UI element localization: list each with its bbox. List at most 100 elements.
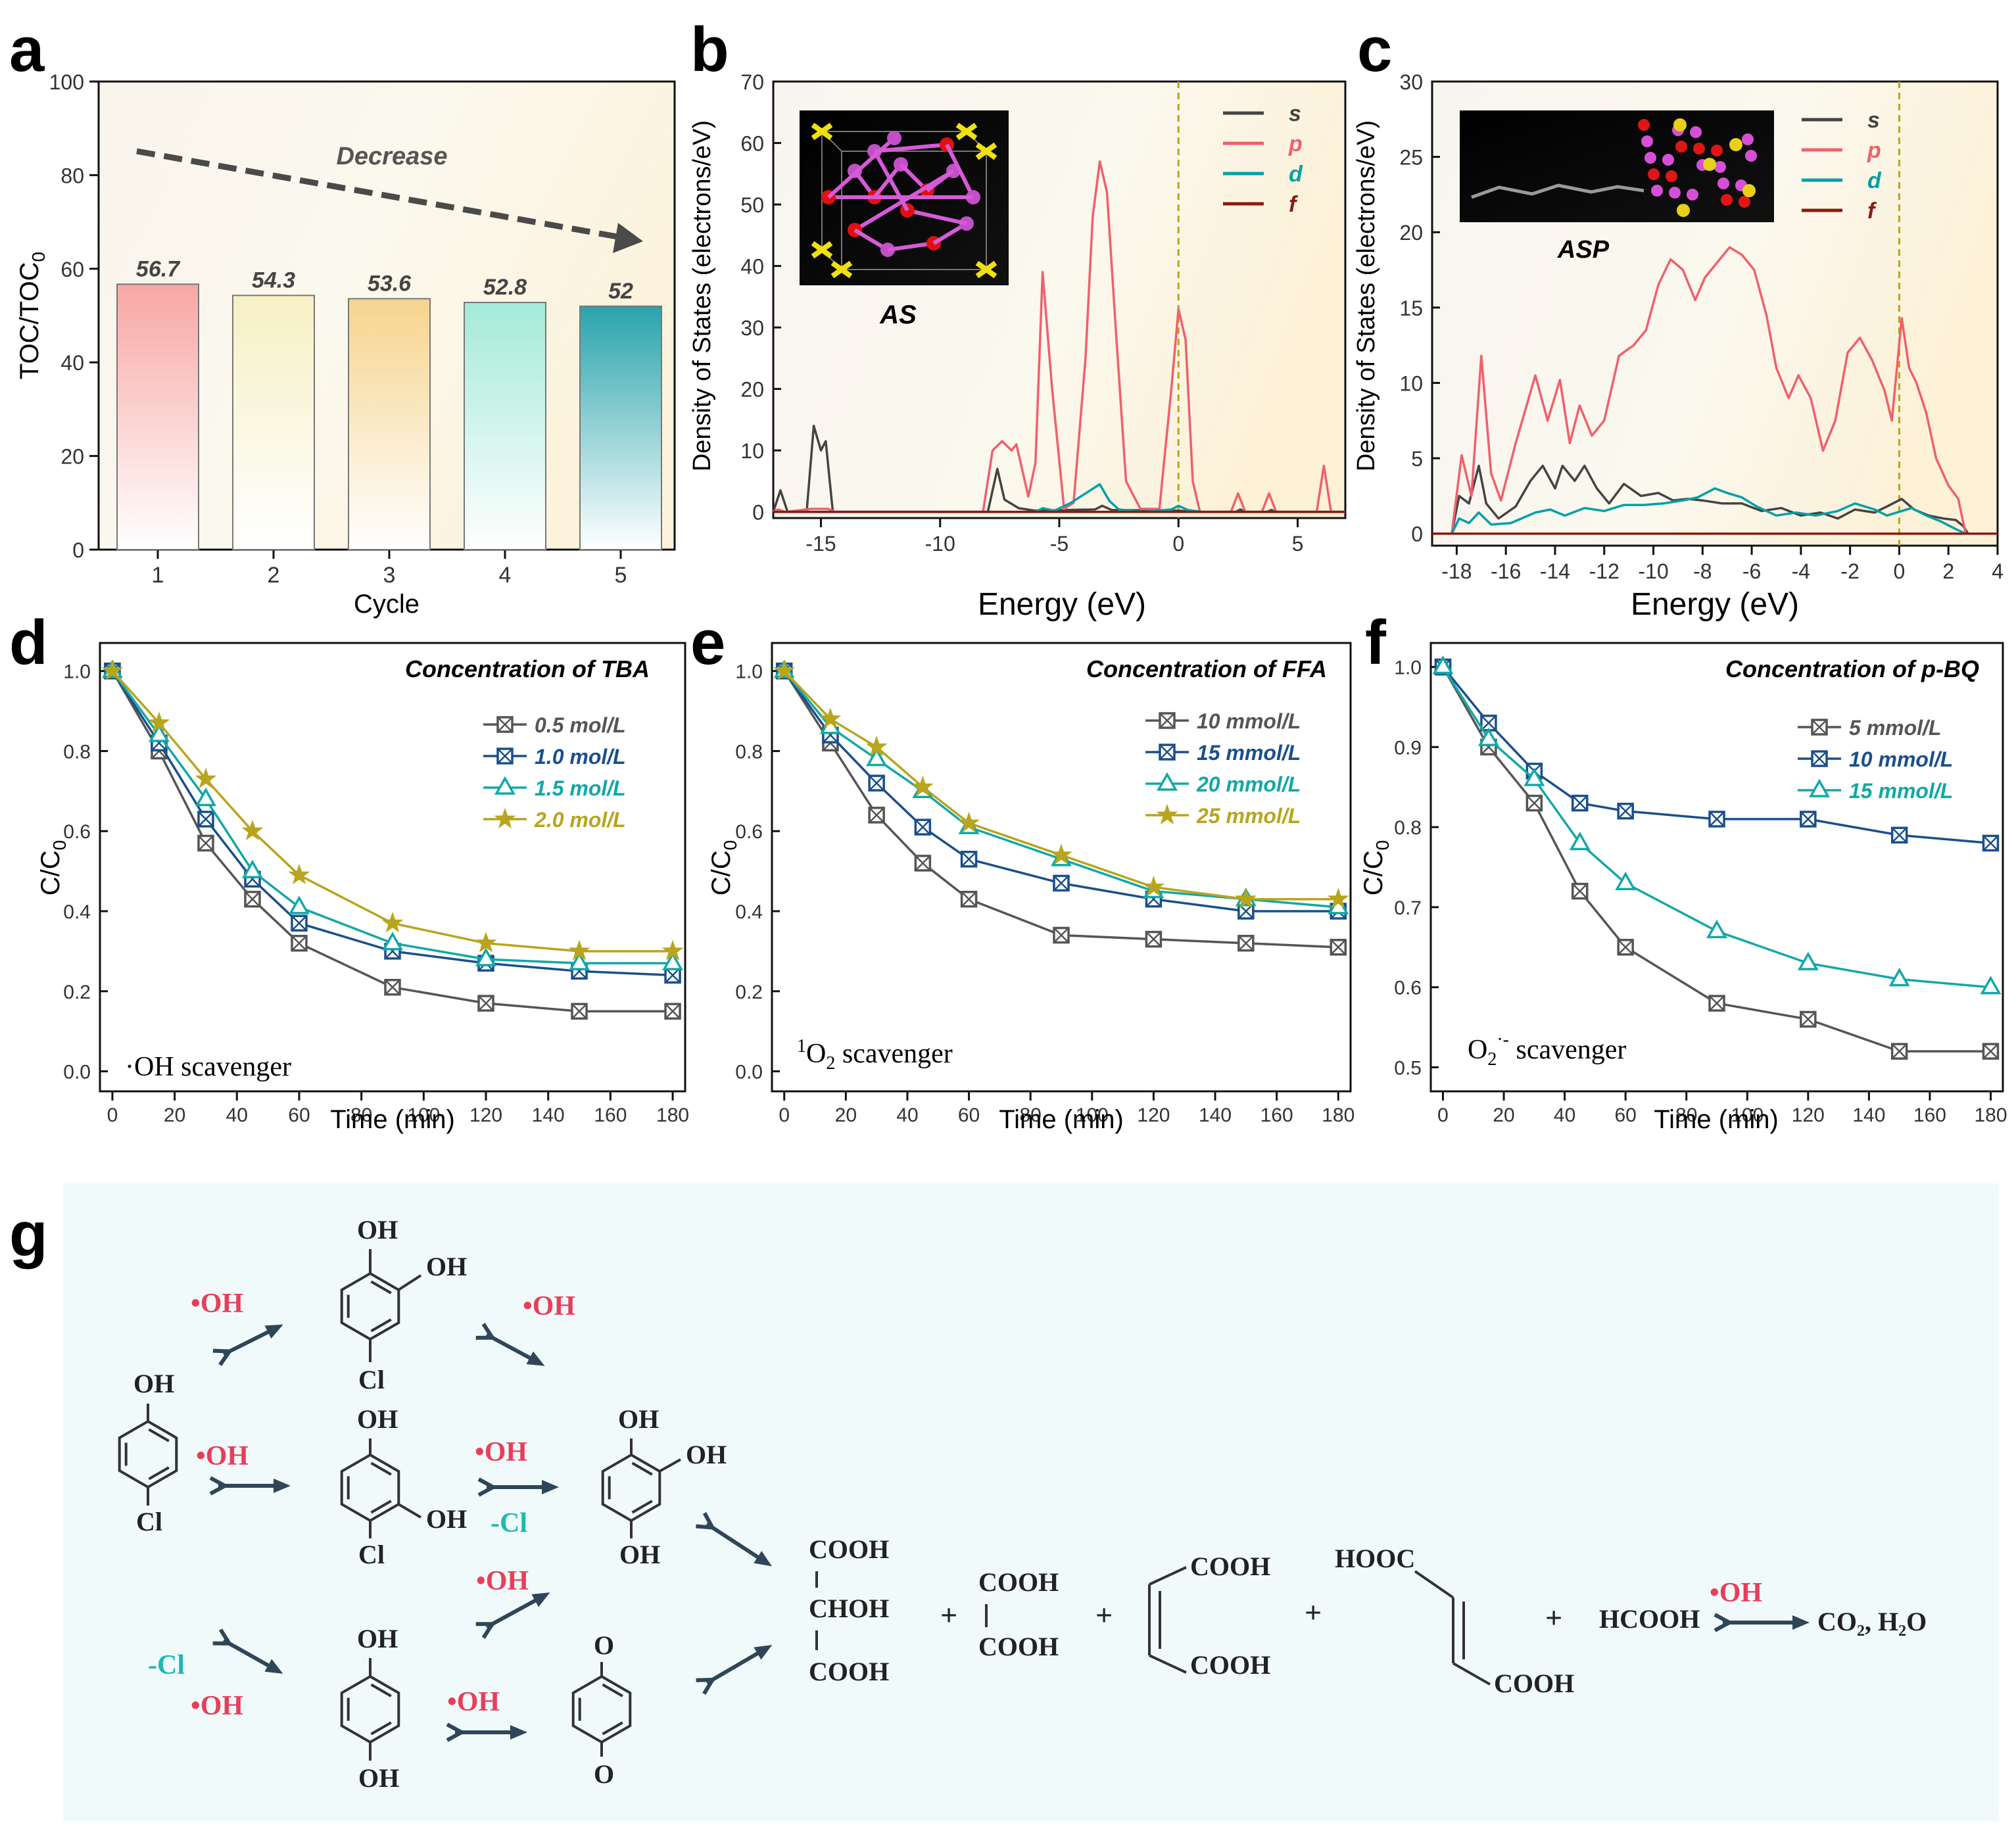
scheme-text: •OH (1710, 1578, 1762, 1608)
scheme-background (63, 1183, 1999, 1821)
marker-cross (1526, 795, 1543, 811)
chart-e: 0.0 0.2 0.4 0.6 0.8 1.0 0 20 40 60 80 100 120 140 160 1… (735, 659, 1355, 1126)
marker-cross (1618, 803, 1634, 819)
dos-line-d (1432, 487, 1998, 535)
marker-cross (1800, 811, 1816, 827)
panel-label-g: g (9, 1199, 48, 1269)
marker-star (148, 711, 170, 732)
double-bond (370, 1683, 392, 1697)
arrow-fletching (696, 1524, 713, 1530)
y-axis-label-d: C/C0 (36, 840, 70, 895)
atom (1662, 154, 1674, 166)
marker-cross (961, 851, 977, 867)
plot-area-d (99, 642, 686, 1093)
reaction-arrow (485, 1333, 539, 1364)
marker-cross (961, 891, 977, 907)
bond (945, 143, 975, 199)
bond (397, 1503, 422, 1519)
bars-a: 56.7 54.3 53.6 52.8 52 (116, 256, 662, 550)
arrow-head (526, 1351, 545, 1366)
marker-cross (665, 967, 681, 984)
marker-cross (1982, 835, 1999, 851)
marker-cross (291, 935, 307, 951)
bar-cycle-1 (116, 283, 199, 550)
double-bond (602, 1683, 623, 1697)
marker-cross (869, 807, 885, 823)
marker-cross (1053, 927, 1069, 943)
scheme-text: COOH (978, 1567, 1059, 1597)
marker-triangle (1706, 919, 1727, 939)
scheme-text: OH (426, 1252, 467, 1281)
atom (1669, 187, 1681, 199)
marker-star (1143, 876, 1164, 897)
panel-f: f 0.5 0.6 0.7 0.8 0.9 1.0 0 20 40 60 80 100 120 140 16… (1359, 607, 2007, 1134)
legend-label: 15 mmol/L (1197, 741, 1301, 765)
scheme-text: OH (686, 1440, 727, 1469)
arrow-fletching (477, 1485, 494, 1497)
legend-label-d: d (1867, 168, 1882, 193)
marker-cross (915, 819, 931, 835)
plot-area-f (1429, 642, 2004, 1093)
legend-label: 5 mmol/L (1849, 716, 1941, 740)
legend-label: 25 mmol/L (1196, 804, 1301, 828)
y-tick-label-b: 40 (740, 255, 764, 279)
bond (1149, 1654, 1187, 1674)
y-tick-label-e: 0.4 (735, 901, 763, 923)
atom-s (811, 241, 833, 259)
marker-triangle (1809, 778, 1830, 797)
arrow-fletching (1714, 1613, 1731, 1625)
scheme-text: -Cl (148, 1650, 185, 1680)
bar-value-label: 56.7 (136, 256, 181, 281)
marker-cross (198, 835, 214, 851)
x-tick-label-d: 0 (107, 1104, 118, 1126)
x-tick-label-e: 80 (1020, 1104, 1042, 1126)
marker-cross (245, 891, 260, 907)
y-tick-label-b: 10 (740, 439, 764, 463)
marker-star (1156, 803, 1178, 824)
x-tick-label-d: 60 (288, 1104, 310, 1126)
marker-cross (497, 748, 513, 764)
atom (1717, 178, 1729, 189)
scheme-text: + (940, 1598, 957, 1632)
scavenger-label-e: 1O2 scavenger (797, 1036, 953, 1074)
scheme-text: OH (618, 1404, 659, 1434)
scavenger-label-d: ·OH scavenger (125, 1052, 291, 1082)
x-tick-label-c: -14 (1540, 559, 1570, 583)
atom (1641, 135, 1653, 147)
scheme-text: Cl (358, 1540, 385, 1569)
marker-cross (869, 775, 885, 792)
y-tick-label-f: 1.0 (1394, 657, 1422, 679)
y-tick-label-c: 20 (1399, 221, 1423, 245)
marker-star (195, 767, 217, 789)
marker-triangle (1615, 871, 1637, 891)
marker-star (958, 811, 980, 833)
y-tick-label-c: 15 (1399, 297, 1423, 320)
x-tick-label-b: 5 (1292, 532, 1304, 556)
atom (1693, 143, 1705, 154)
x-tick-label-e: 180 (1322, 1104, 1355, 1126)
scheme-text: OH (426, 1504, 467, 1534)
marker-cross (665, 1003, 681, 1020)
atom-s (1677, 204, 1690, 217)
arrow-fletching (218, 1628, 231, 1645)
x-tick-label-f: 60 (1614, 1104, 1636, 1126)
y-tick-label-a: 20 (60, 445, 84, 469)
y-axis-a: 0 20 40 60 80 100 (49, 70, 99, 562)
scavenger-label-f: O2·- scavenger (1468, 1030, 1626, 1070)
scheme-text: CHOH (809, 1594, 889, 1623)
y-tick-label-d: 0.2 (63, 982, 91, 1003)
scheme-text: OH (357, 1624, 398, 1653)
marker-triangle (569, 951, 590, 970)
y-tick-label-e: 0.8 (735, 741, 763, 763)
arrow-fletching (446, 1730, 463, 1742)
x-tick-label-e: 60 (958, 1104, 980, 1126)
marker-star (819, 707, 842, 728)
x-tick-label-e: 40 (896, 1104, 918, 1126)
y-tick-label-f: 0.5 (1394, 1057, 1422, 1079)
x-tick-label-c: 0 (1894, 559, 1906, 583)
scheme-text: + (1095, 1598, 1113, 1632)
x-tick-label-f: 100 (1731, 1104, 1764, 1126)
scheme-text: Cl (358, 1365, 385, 1394)
marker-star (288, 863, 310, 885)
